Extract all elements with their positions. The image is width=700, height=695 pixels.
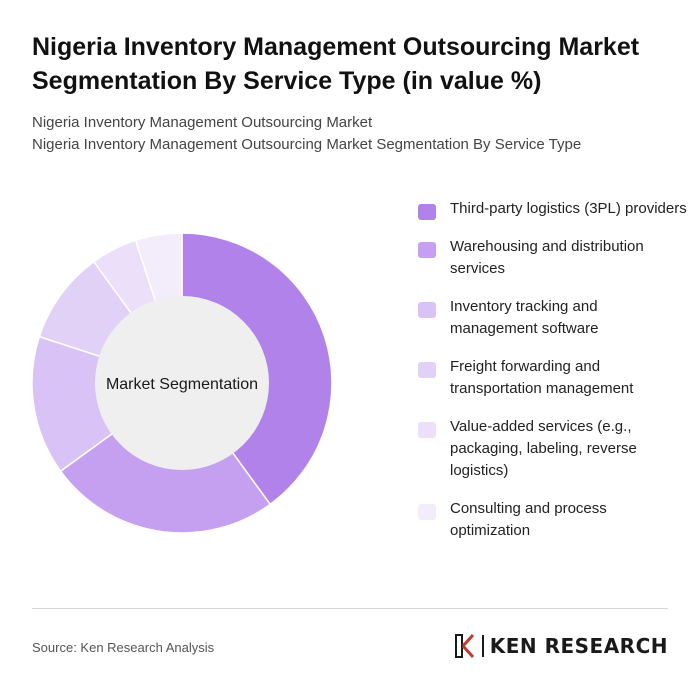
subtitle-line-1: Nigeria Inventory Management Outsourcing…: [32, 114, 373, 131]
legend-swatch: [418, 302, 436, 318]
legend-label: Value-added services (e.g., packaging, l…: [450, 418, 637, 479]
legend-swatch: [418, 204, 436, 220]
legend-label: Warehousing and distribution services: [450, 238, 644, 277]
legend-item: Value-added services (e.g., packaging, l…: [418, 416, 688, 482]
divider: [32, 608, 668, 609]
donut-chart: Market Segmentation: [31, 232, 333, 534]
legend-label: Consulting and process optimization: [450, 500, 607, 539]
legend-swatch: [418, 422, 436, 438]
legend-item: Warehousing and distribution services: [418, 236, 688, 280]
legend-label: Third-party logistics (3PL) providers: [450, 200, 687, 217]
ken-research-logo-icon: [454, 633, 474, 659]
legend-item: Inventory tracking and management softwa…: [418, 296, 688, 340]
legend-item: Third-party logistics (3PL) providers: [418, 198, 688, 220]
legend-swatch: [418, 504, 436, 520]
subtitle: Nigeria Inventory Management Outsourcing…: [32, 112, 672, 156]
legend-swatch: [418, 362, 436, 378]
ken-research-logo: KEN RESEARCH: [454, 633, 668, 659]
chart-title: Nigeria Inventory Management Outsourcing…: [32, 33, 640, 95]
donut-hole: [95, 296, 269, 470]
legend-swatch: [418, 242, 436, 258]
legend-item: Consulting and process optimization: [418, 498, 688, 542]
center-label: Market Segmentation: [106, 376, 258, 393]
subtitle-line-2: Nigeria Inventory Management Outsourcing…: [32, 136, 582, 153]
logo-separator: [481, 635, 484, 657]
legend: Third-party logistics (3PL) providers War…: [418, 198, 688, 558]
source-note: Source: Ken Research Analysis: [32, 640, 215, 655]
legend-item: Freight forwarding and transportation ma…: [418, 356, 688, 400]
legend-label: Freight forwarding and transportation ma…: [450, 358, 634, 397]
legend-label: Inventory tracking and management softwa…: [450, 298, 599, 337]
logo-text: KEN RESEARCH: [489, 634, 668, 658]
